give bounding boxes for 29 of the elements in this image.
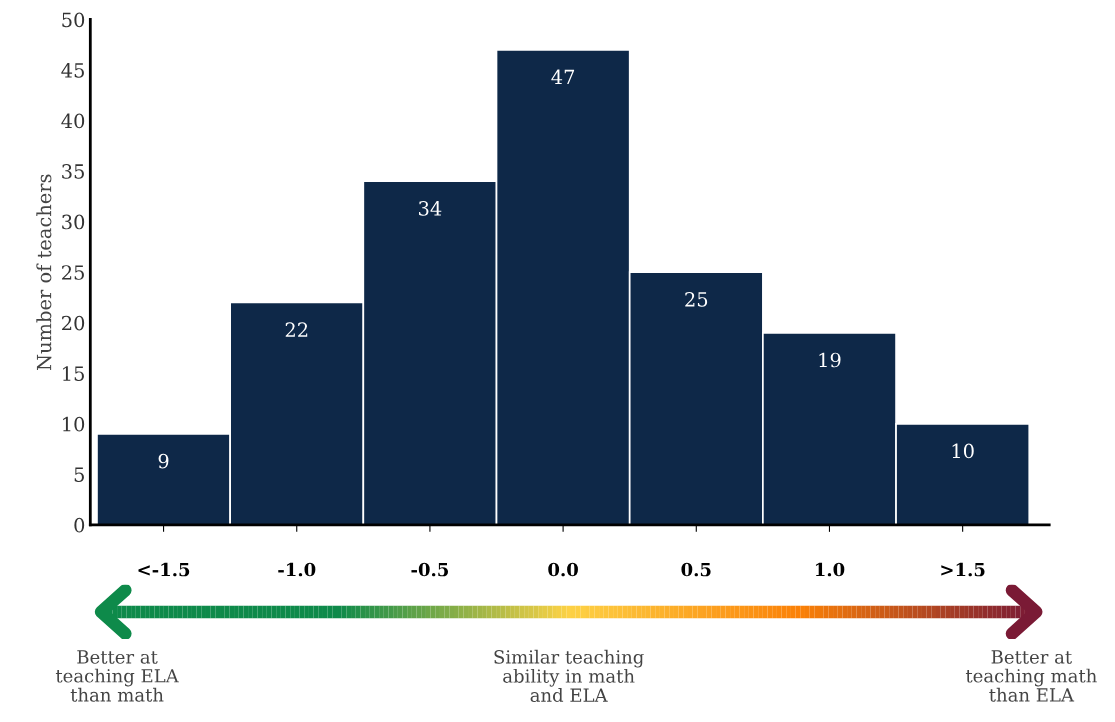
- y-tick-label: 40: [61, 113, 85, 129]
- text: Similar teaching ability in math and ELA: [494, 649, 644, 702]
- y-tick-label: 0: [74, 517, 85, 533]
- y-tick-label: 30: [62, 214, 85, 230]
- text: Better at teaching math than ELA: [965, 650, 1097, 702]
- x-tick-label: <-1.5: [138, 562, 190, 577]
- y-axis-title: Number of teachers: [36, 174, 52, 371]
- x-tick-label: -1.0: [278, 562, 316, 577]
- x-tick-label: 0.5: [681, 562, 711, 577]
- x-tick-label: 1.0: [815, 562, 845, 577]
- y-tick-label: 25: [62, 265, 84, 280]
- data-label: 47: [551, 69, 575, 85]
- data-label: 22: [285, 322, 308, 337]
- y-tick-label: 20: [62, 315, 85, 331]
- data-label: 25: [685, 291, 708, 307]
- y-tick-label: 50: [62, 12, 85, 28]
- data-label: 9: [158, 453, 169, 469]
- x-tick-label: -0.5: [411, 562, 449, 577]
- x-tick-label: >1.5: [941, 562, 985, 577]
- x-tick-label: 0.0: [548, 562, 578, 577]
- y-tick-label: 15: [63, 366, 84, 381]
- text: Better at teaching ELA than math: [55, 650, 179, 702]
- data-label: 34: [419, 201, 442, 216]
- y-tick-label: 5: [74, 467, 84, 483]
- data-label: 19: [819, 352, 841, 368]
- y-tick-label: 10: [63, 416, 85, 432]
- data-label: 10: [952, 443, 974, 459]
- y-tick-label: 35: [62, 164, 84, 179]
- y-tick-label: 45: [61, 62, 84, 78]
